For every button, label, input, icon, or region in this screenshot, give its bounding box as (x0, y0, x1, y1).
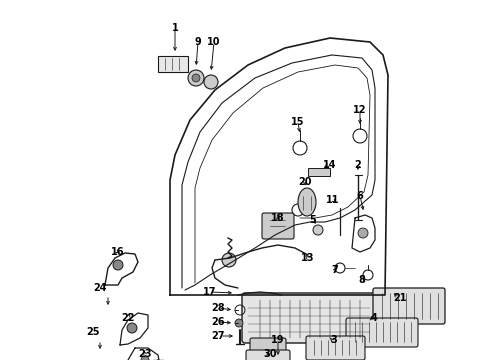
Text: 11: 11 (326, 195, 340, 205)
FancyBboxPatch shape (246, 350, 290, 360)
Text: 9: 9 (195, 37, 201, 47)
Bar (158, 56, 188, 72)
FancyBboxPatch shape (242, 293, 376, 343)
Text: 23: 23 (138, 349, 152, 359)
Text: 16: 16 (111, 247, 125, 257)
Text: 2: 2 (355, 160, 362, 170)
Text: 10: 10 (207, 37, 221, 47)
Text: 14: 14 (323, 160, 337, 170)
FancyBboxPatch shape (306, 336, 365, 360)
Circle shape (192, 74, 200, 82)
Circle shape (188, 70, 204, 86)
FancyBboxPatch shape (346, 318, 418, 347)
Circle shape (222, 253, 236, 267)
Circle shape (141, 356, 149, 360)
Text: 19: 19 (271, 335, 285, 345)
Ellipse shape (298, 188, 316, 216)
FancyBboxPatch shape (262, 213, 294, 239)
FancyBboxPatch shape (250, 338, 286, 360)
Circle shape (313, 225, 323, 235)
FancyBboxPatch shape (373, 288, 445, 324)
Bar (308, 168, 330, 176)
Text: 28: 28 (211, 303, 225, 313)
Text: 25: 25 (86, 327, 100, 337)
Text: 24: 24 (93, 283, 107, 293)
Text: 8: 8 (359, 275, 366, 285)
Circle shape (127, 323, 137, 333)
Circle shape (204, 75, 218, 89)
Text: 1: 1 (172, 23, 178, 33)
Text: 7: 7 (332, 265, 339, 275)
Text: 4: 4 (370, 313, 377, 323)
Text: 3: 3 (331, 335, 338, 345)
Text: 22: 22 (121, 313, 135, 323)
Text: 26: 26 (211, 317, 225, 327)
Circle shape (235, 319, 243, 327)
Text: 13: 13 (301, 253, 315, 263)
Circle shape (113, 260, 123, 270)
Text: 12: 12 (353, 105, 367, 115)
Text: 6: 6 (357, 191, 364, 201)
Text: 21: 21 (393, 293, 407, 303)
Text: 30: 30 (263, 349, 277, 359)
Text: 15: 15 (291, 117, 305, 127)
Text: 17: 17 (203, 287, 217, 297)
Circle shape (358, 228, 368, 238)
Text: 18: 18 (271, 213, 285, 223)
Text: 27: 27 (211, 331, 225, 341)
Text: 5: 5 (310, 215, 317, 225)
Text: 20: 20 (298, 177, 312, 187)
